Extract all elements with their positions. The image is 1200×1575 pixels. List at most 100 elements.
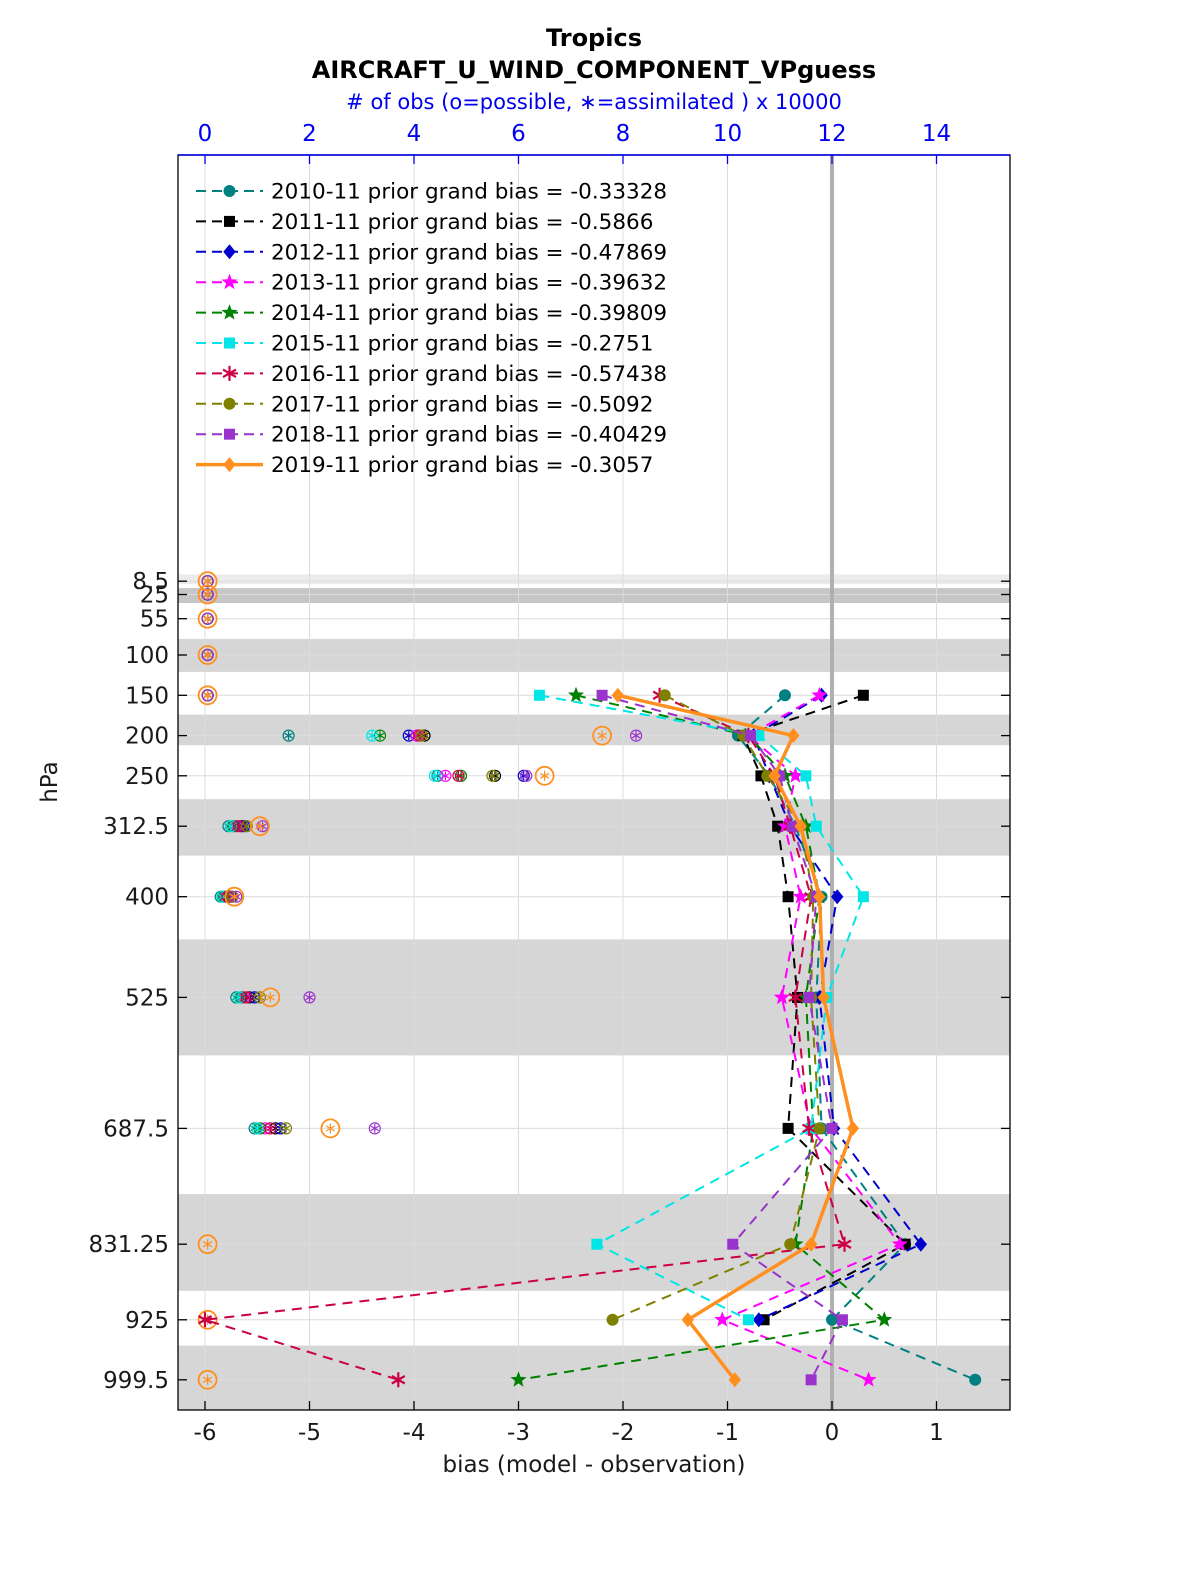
legend-item: 2013-11 prior grand bias = -0.39632 bbox=[196, 271, 667, 296]
obs-possible-marker bbox=[452, 769, 465, 782]
shaded-band bbox=[178, 799, 1010, 856]
obs-assimilated-marker bbox=[522, 771, 531, 781]
square-marker bbox=[596, 689, 608, 701]
obs-assimilated-marker bbox=[540, 770, 550, 781]
obs-assimilated-marker bbox=[255, 992, 265, 1002]
legend-label: 2016-11 prior grand bias = -0.57438 bbox=[271, 362, 667, 387]
obs-assimilated-marker bbox=[430, 771, 440, 781]
obs-assimilated-marker bbox=[228, 892, 237, 902]
circle-marker bbox=[223, 397, 236, 410]
obs-assimilated-marker bbox=[202, 613, 213, 624]
series-line bbox=[539, 694, 865, 1321]
legend-item: 2015-11 prior grand bias = -0.2751 bbox=[196, 332, 653, 357]
obs-assimilated-marker bbox=[597, 730, 607, 741]
bottom-tick-label: -5 bbox=[298, 1420, 321, 1446]
obs-possible-marker bbox=[320, 1118, 341, 1139]
star-marker bbox=[221, 304, 238, 320]
obs-assimilated-marker bbox=[202, 589, 213, 600]
obs-assimilated-marker bbox=[202, 1374, 213, 1385]
legend-label: 2011-11 prior grand bias = -0.5866 bbox=[271, 210, 653, 235]
star-marker bbox=[773, 988, 790, 1005]
square-marker bbox=[753, 730, 765, 742]
square-marker bbox=[836, 1314, 848, 1326]
square-marker bbox=[591, 1238, 603, 1250]
star-marker bbox=[792, 888, 809, 904]
bottom-tick-label: -2 bbox=[612, 1420, 635, 1446]
obs-possible-marker bbox=[230, 890, 243, 903]
obs-assimilated-marker bbox=[281, 1123, 291, 1133]
legend-label: 2010-11 prior grand bias = -0.33328 bbox=[271, 180, 667, 205]
star-marker bbox=[811, 686, 828, 703]
asterisk-marker bbox=[197, 1312, 213, 1328]
legend-item: 2016-11 prior grand bias = -0.57438 bbox=[196, 362, 667, 387]
obs-assimilated-marker bbox=[368, 731, 377, 741]
asterisk-marker bbox=[222, 365, 237, 381]
obs-possible-marker bbox=[240, 820, 253, 833]
left-tick-label: 400 bbox=[125, 885, 169, 911]
series-line bbox=[204, 694, 846, 1381]
obs-assimilated-marker bbox=[242, 821, 251, 831]
star-marker bbox=[891, 1235, 908, 1252]
square-marker bbox=[805, 1374, 817, 1386]
circle-marker bbox=[606, 1313, 619, 1326]
series-2019-11 bbox=[611, 687, 860, 1388]
obs-possible-marker bbox=[251, 1122, 264, 1135]
diamond-marker bbox=[681, 1312, 694, 1328]
diamond-marker bbox=[813, 889, 826, 905]
obs-possible-marker bbox=[201, 575, 214, 588]
shaded-band bbox=[178, 1345, 1010, 1410]
obs-possible-marker bbox=[520, 769, 533, 782]
circle-marker bbox=[223, 185, 236, 197]
asterisk-marker bbox=[391, 1372, 406, 1388]
square-marker bbox=[744, 730, 756, 742]
bottom-tick-label: 1 bbox=[929, 1420, 944, 1446]
obs-assimilated-marker bbox=[255, 821, 265, 832]
left-tick-label: 150 bbox=[125, 683, 169, 709]
diamond-marker bbox=[804, 1236, 818, 1252]
obs-assimilated-marker bbox=[370, 1123, 379, 1133]
axes: -6 -5 -4 -3 -2 -1 0 10 2 4 6 8 10 12 148.5255510015020… bbox=[37, 121, 1011, 1478]
obs-possible-marker bbox=[415, 729, 428, 742]
obs-possible-marker bbox=[224, 886, 245, 907]
circle-marker bbox=[658, 689, 671, 702]
legend-item: 2012-11 prior grand bias = -0.47869 bbox=[196, 240, 667, 265]
obs-possible-marker bbox=[260, 987, 281, 1008]
asterisk-marker bbox=[837, 1236, 852, 1252]
legend-label: 2014-11 prior grand bias = -0.39809 bbox=[271, 301, 667, 326]
zero-reference bbox=[830, 155, 834, 1410]
obs-possible-marker bbox=[240, 991, 253, 1004]
legend-item: 2018-11 prior grand bias = -0.40429 bbox=[196, 423, 667, 448]
series-line bbox=[612, 694, 821, 1321]
obs-assimilated-marker bbox=[305, 992, 314, 1002]
square-marker bbox=[755, 770, 767, 782]
obs-assimilated-marker bbox=[219, 892, 228, 902]
shaded-band bbox=[178, 574, 1010, 585]
obs-assimilated-marker bbox=[202, 576, 213, 587]
legend: 2010-11 prior grand bias = -0.33328 2011-… bbox=[196, 180, 667, 478]
left-tick-label: 312.5 bbox=[103, 814, 169, 840]
legend-label: 2018-11 prior grand bias = -0.40429 bbox=[271, 423, 667, 448]
square-marker bbox=[857, 891, 869, 903]
obs-possible-marker bbox=[225, 820, 238, 833]
square-marker bbox=[224, 337, 235, 349]
obs-possible-marker bbox=[197, 608, 218, 629]
obs-assimilated-marker bbox=[242, 992, 251, 1002]
obs-possible-marker bbox=[232, 820, 246, 833]
diamond-marker bbox=[794, 818, 807, 834]
square-marker bbox=[782, 1122, 794, 1134]
top-tick-label: 8 bbox=[616, 121, 631, 147]
obs-possible-marker bbox=[197, 645, 218, 665]
obs-possible-marker bbox=[629, 729, 643, 742]
obs-assimilated-marker bbox=[253, 1123, 262, 1133]
obs-assimilated-marker bbox=[488, 771, 497, 781]
top-tick-label: 0 bbox=[198, 121, 213, 147]
obs-possible-marker bbox=[428, 769, 441, 782]
top-tick-label: 4 bbox=[407, 121, 422, 147]
diamond-marker bbox=[831, 889, 844, 905]
circle-marker bbox=[969, 1373, 982, 1386]
obs-assimilated-marker bbox=[441, 771, 450, 781]
obs-possible-marker bbox=[282, 729, 295, 742]
left-tick-label: 525 bbox=[125, 985, 169, 1011]
diamond-marker bbox=[223, 457, 236, 473]
